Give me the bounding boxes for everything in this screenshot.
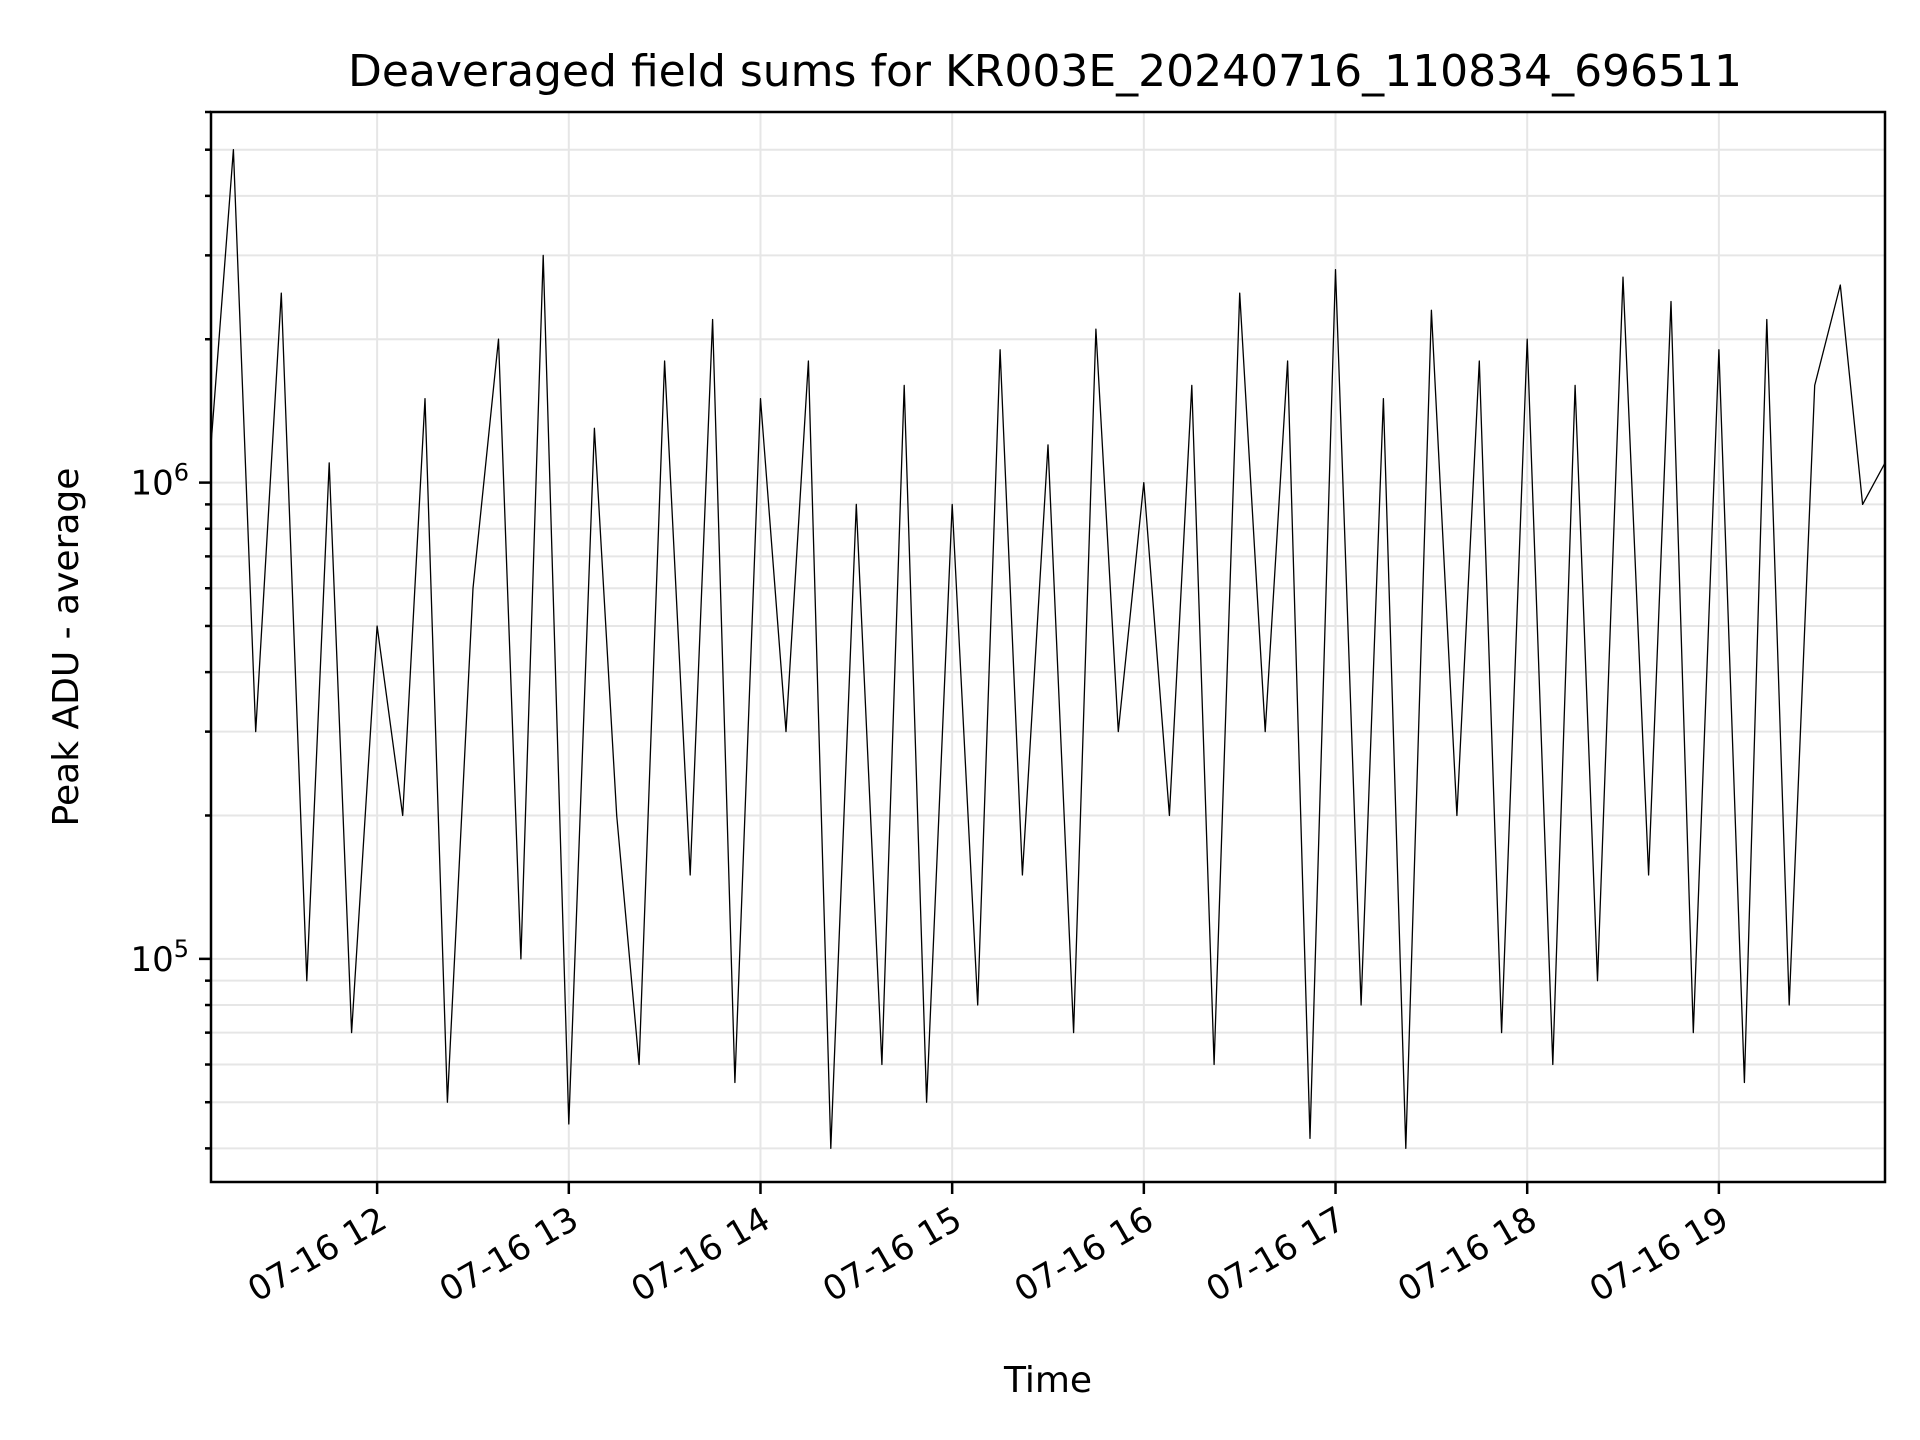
y-axis: 105 106	[130, 110, 211, 1150]
chart-title: Deaveraged field sums for KR003E_2024071…	[348, 46, 1742, 97]
plot-frame	[209, 110, 1887, 1184]
series-group	[210, 149, 1886, 1150]
y-tick-label: 105	[130, 935, 189, 980]
y-tick-label: 106	[130, 459, 189, 504]
gridlines	[211, 111, 1885, 1182]
y-axis-label: Peak ADU - average	[46, 468, 87, 827]
x-axis-label: Time	[1003, 1360, 1092, 1401]
series-line	[210, 149, 1886, 1150]
